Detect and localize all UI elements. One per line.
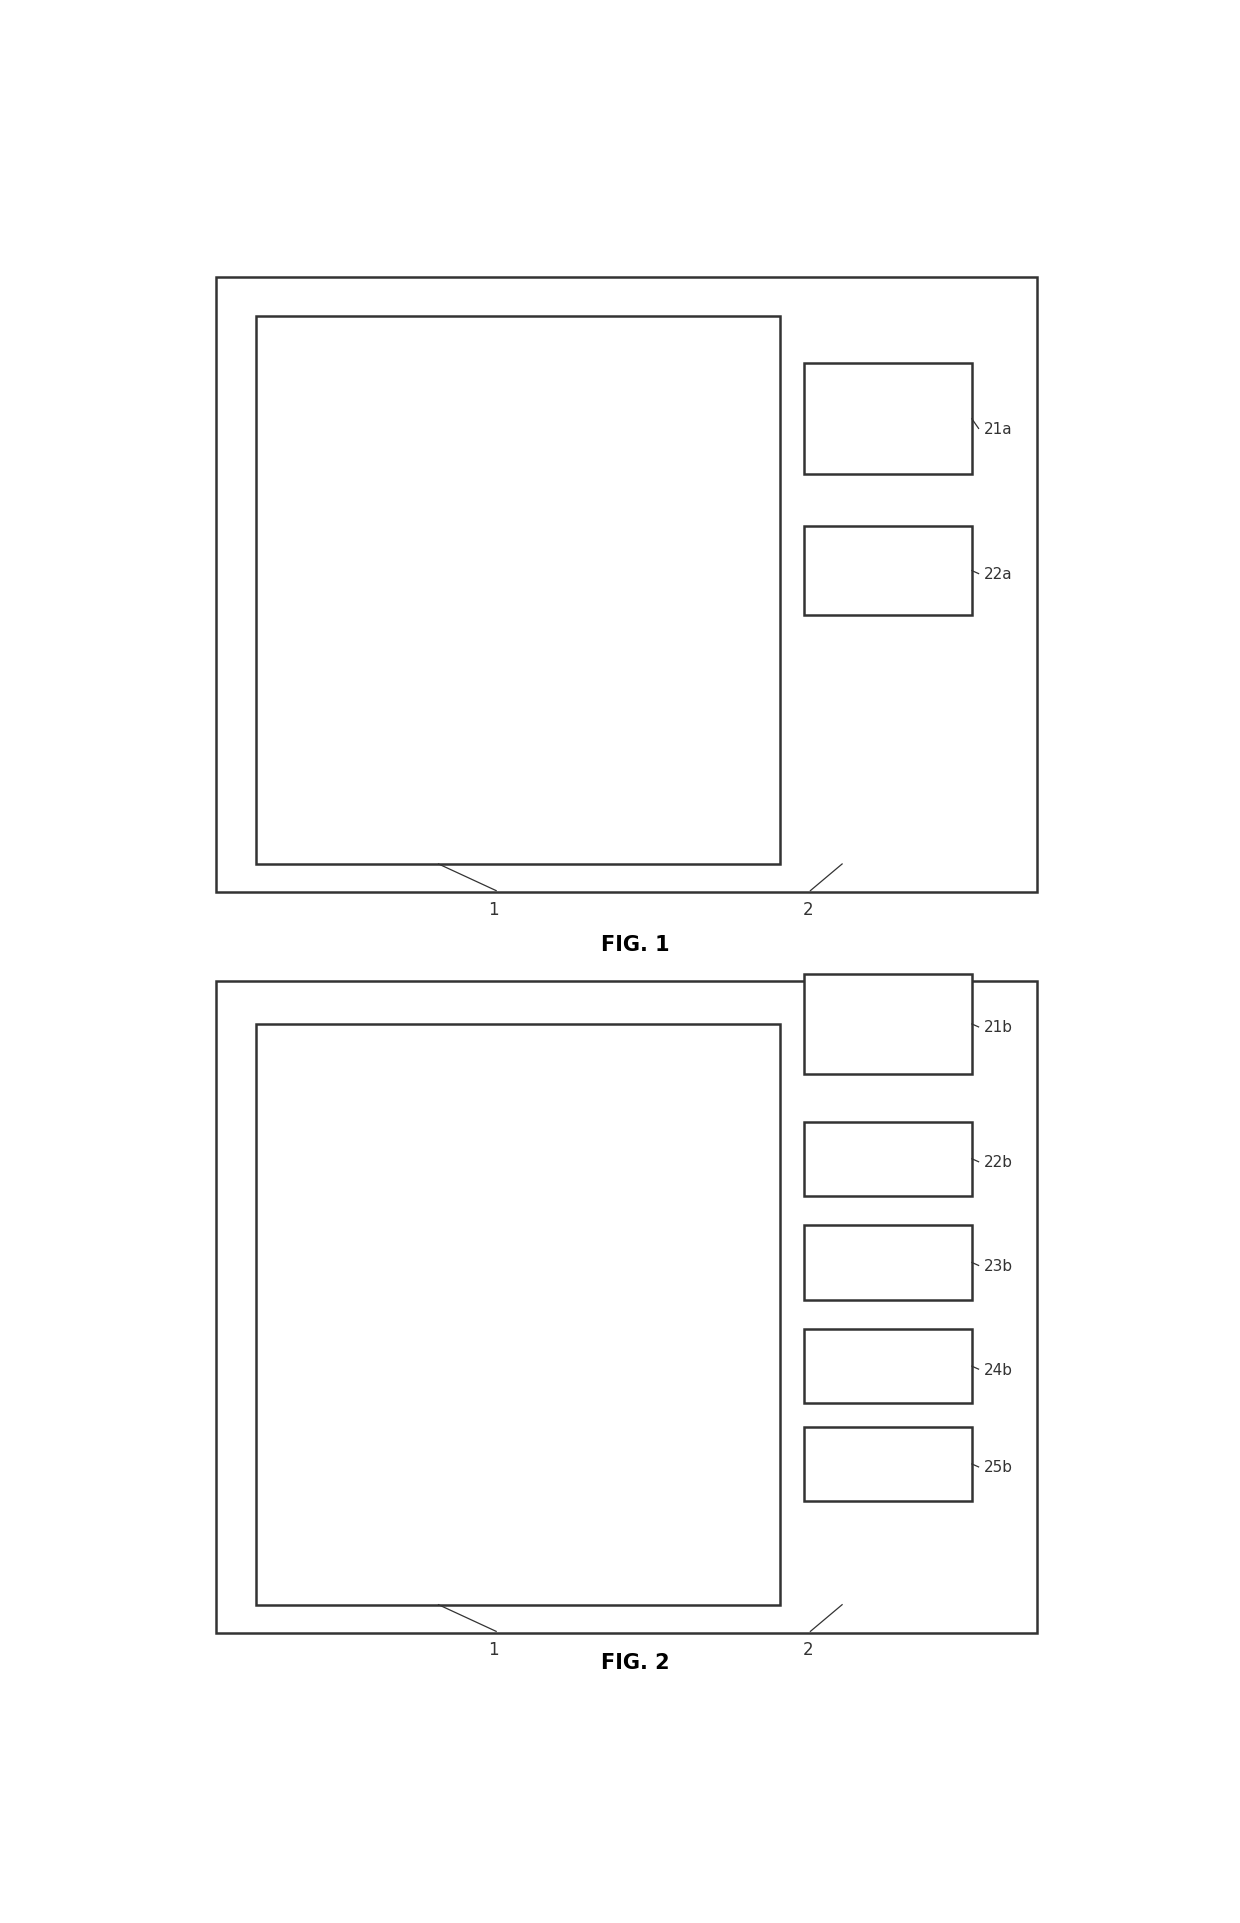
Bar	[804, 1329, 972, 1404]
Text: 23b: 23b	[983, 1258, 1013, 1273]
Text: 21b: 21b	[983, 1019, 1012, 1035]
Text: 2: 2	[804, 1640, 813, 1658]
Bar	[216, 981, 1037, 1633]
Bar	[804, 1225, 972, 1300]
Bar	[255, 317, 780, 865]
Bar	[255, 1025, 780, 1606]
Bar	[804, 527, 972, 615]
Text: 1: 1	[489, 900, 498, 917]
Text: FIG. 1: FIG. 1	[601, 935, 670, 954]
Bar	[804, 1427, 972, 1502]
Text: 1: 1	[489, 1640, 498, 1658]
Bar	[804, 975, 972, 1075]
Text: 2: 2	[804, 900, 813, 917]
Text: 22a: 22a	[983, 567, 1012, 583]
Text: 25b: 25b	[983, 1460, 1012, 1475]
Bar	[804, 1123, 972, 1196]
Bar	[216, 279, 1037, 892]
Text: 21a: 21a	[983, 421, 1012, 437]
Text: 22b: 22b	[983, 1154, 1012, 1169]
Text: 24b: 24b	[983, 1361, 1012, 1377]
Bar	[804, 363, 972, 475]
Text: FIG. 2: FIG. 2	[601, 1652, 670, 1673]
